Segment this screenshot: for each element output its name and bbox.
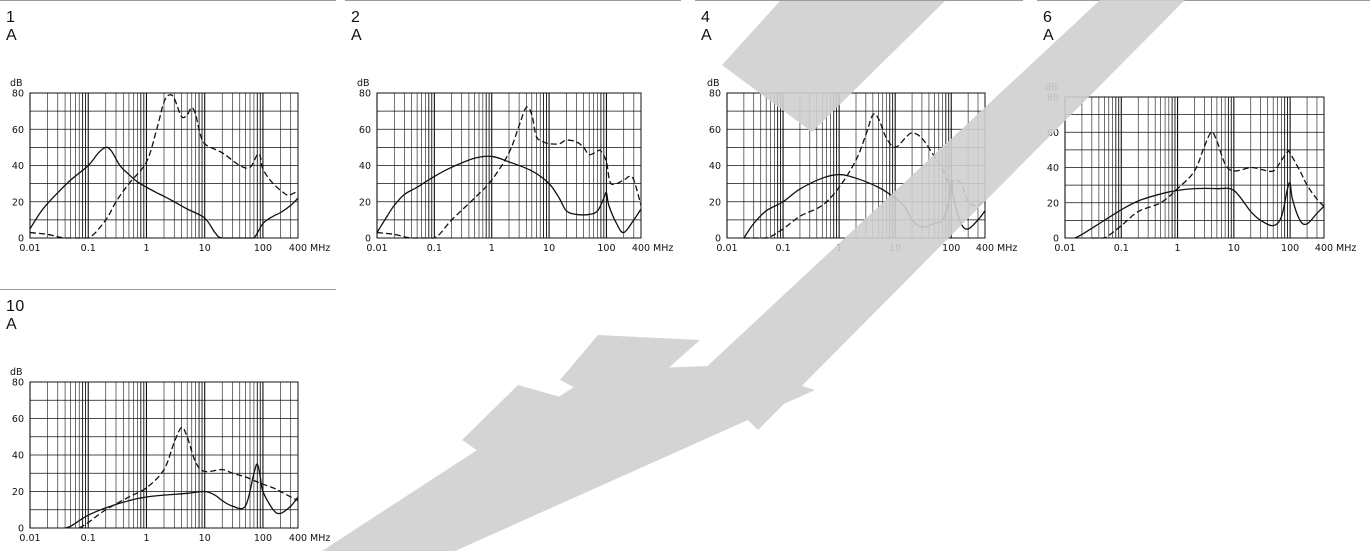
x-tick-label: 10 [543,243,555,254]
panel-rule [695,0,1023,1]
y-tick-label: 20 [359,197,371,208]
y-tick-label: 60 [12,414,24,425]
grid [29,92,299,239]
grid [1064,96,1325,239]
x-tick-label: 100 [597,243,615,254]
x-tick-label: 400 [1315,243,1333,254]
series-line-solid [29,146,299,239]
y-tick-label: 60 [12,125,24,136]
panel-title: 2 A [351,9,363,44]
x-tick-label: 0.1 [81,243,96,254]
y-tick-label: 40 [709,161,721,172]
x-tick-label: 10 [199,243,211,254]
x-tick-label: 10 [889,243,901,254]
panel-rule [0,289,336,290]
x-tick-label: 0.1 [776,243,791,254]
y-axis-label: dB [10,367,23,378]
x-tick-label: 0.01 [1054,243,1075,254]
grid [726,92,986,239]
x-tick-label: 1 [489,243,495,254]
x-tick-label: 0.01 [366,243,387,254]
y-tick-label: 80 [709,89,721,100]
y-tick-label: 20 [12,197,24,208]
y-axis-label: dB [10,78,23,89]
panel-title: 4 A [701,9,713,44]
x-tick-label: 100 [1281,243,1299,254]
y-tick-label: 0 [18,234,24,245]
x-tick-label: 1 [1175,243,1181,254]
x-tick-label: 400 [289,533,307,544]
x-axis-unit: MHz [310,533,330,544]
panel-rule [1037,0,1370,1]
x-tick-label: 100 [254,533,272,544]
y-axis-label: dB [357,78,370,89]
y-tick-label: 0 [18,524,24,535]
panel-title: 6 A [1043,9,1055,44]
y-tick-label: 40 [359,161,371,172]
y-tick-label: 20 [12,487,24,498]
panel-title: 10 A [6,298,25,333]
y-tick-label: 80 [359,89,371,100]
x-tick-label: 1 [143,243,149,254]
y-tick-label: 80 [12,378,24,389]
x-axis-unit: MHz [1336,243,1356,254]
y-tick-label: 20 [1047,198,1059,209]
plot-frame [29,92,299,239]
y-tick-label: 60 [709,125,721,136]
x-tick-label: 1 [143,533,149,544]
grid [376,92,642,239]
x-tick-label: 0.1 [1114,243,1129,254]
series-line-dashed [78,426,299,529]
panel-title: 1 A [6,9,18,44]
plot-frame [29,381,299,529]
y-tick-label: 20 [709,197,721,208]
panel-rule [345,0,681,1]
x-tick-label: 10 [1228,243,1240,254]
x-axis-unit: MHz [310,243,330,254]
x-tick-label: 0.1 [81,533,96,544]
x-axis-unit: MHz [997,243,1017,254]
y-axis-label: dB [707,78,720,89]
x-tick-label: 100 [254,243,272,254]
y-tick-label: 80 [1047,93,1059,104]
x-tick-label: 10 [199,533,211,544]
x-tick-label: 0.1 [427,243,442,254]
x-tick-label: 400 [632,243,650,254]
panel-rule [0,0,336,1]
x-tick-label: 400 [289,243,307,254]
y-tick-label: 80 [12,89,24,100]
y-tick-label: 40 [1047,163,1059,174]
y-tick-label: 60 [1047,128,1059,139]
y-tick-label: 40 [12,161,24,172]
y-axis-label: dB [1045,82,1058,93]
x-axis-unit: MHz [653,243,673,254]
x-tick-label: 0.01 [19,243,40,254]
x-tick-label: 0.01 [716,243,737,254]
grid [29,381,299,529]
y-tick-label: 40 [12,451,24,462]
x-tick-label: 1 [836,243,842,254]
series-line-dashed [29,93,299,239]
x-tick-label: 100 [942,243,960,254]
x-tick-label: 400 [976,243,994,254]
x-tick-label: 0.01 [19,533,40,544]
y-tick-label: 60 [359,125,371,136]
